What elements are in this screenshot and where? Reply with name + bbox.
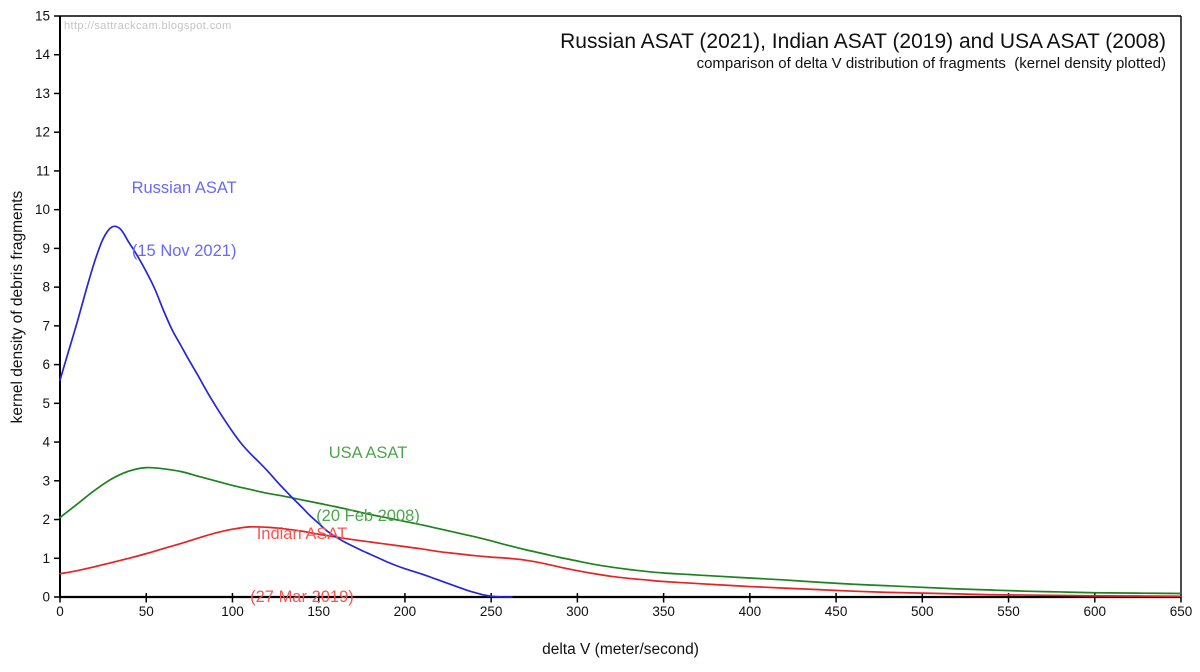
y-tick-label: 2 xyxy=(42,512,50,527)
x-tick-label: 400 xyxy=(739,604,762,619)
y-tick-label: 0 xyxy=(42,590,50,605)
y-tick-label: 14 xyxy=(35,47,51,62)
y-tick-label: 5 xyxy=(42,396,50,411)
series-label-line: (20 Feb 2008) xyxy=(316,507,420,526)
x-tick-label: 300 xyxy=(566,604,589,619)
y-tick-label: 12 xyxy=(35,125,50,140)
series-label-line: (15 Nov 2021) xyxy=(131,242,237,261)
x-tick-label: 100 xyxy=(221,604,244,619)
series-label-russian-asat: Russian ASAT (15 Nov 2021) xyxy=(132,136,237,304)
y-axis-label: kernel density of debris fragments xyxy=(9,190,26,424)
x-tick-label: 50 xyxy=(139,604,154,619)
x-tick-label: 550 xyxy=(997,604,1020,619)
y-tick-label: 13 xyxy=(35,86,50,101)
y-tick-label: 9 xyxy=(42,241,50,256)
x-axis-label: delta V (meter/second) xyxy=(542,641,699,658)
y-tick-label: 4 xyxy=(42,435,50,450)
x-tick-label: 450 xyxy=(825,604,848,619)
chart-subtitle: comparison of delta V distribution of fr… xyxy=(696,55,1166,72)
series-label-usa-asat: USA ASAT (20 Feb 2008) xyxy=(316,401,420,569)
series-label-indian-asat: Indian ASAT (27 Mar 2019) xyxy=(250,482,354,650)
y-tick-label: 1 xyxy=(42,551,50,566)
series-line-russian-asat xyxy=(59,225,513,598)
x-tick-label: 150 xyxy=(307,604,330,619)
y-tick-label: 11 xyxy=(36,163,50,178)
watermark-url: http://sattrackcam.blogspot.com xyxy=(64,20,232,32)
series-line-usa-asat xyxy=(59,466,1182,595)
y-tick-label: 8 xyxy=(42,280,50,295)
y-tick-label: 6 xyxy=(42,357,50,372)
x-tick-label: 200 xyxy=(394,604,417,619)
series-label-line: Indian ASAT xyxy=(256,525,348,543)
x-tick-label: 350 xyxy=(652,604,675,619)
y-tick-label: 7 xyxy=(42,318,50,333)
y-tick-label: 3 xyxy=(42,473,50,488)
x-tick-label: 500 xyxy=(911,604,934,619)
x-tick-label: 0 xyxy=(56,604,64,619)
x-tick-label: 250 xyxy=(480,604,503,619)
title-block: Russian ASAT (2021), Indian ASAT (2019) … xyxy=(560,29,1166,74)
series-label-line: (27 Mar 2019) xyxy=(250,588,354,606)
series-line-indian-asat xyxy=(59,525,1182,598)
x-tick-label: 650 xyxy=(1170,604,1193,619)
series-label-line: Russian ASAT xyxy=(131,179,237,198)
y-tick-label: 15 xyxy=(35,9,50,24)
chart-title: Russian ASAT (2021), Indian ASAT (2019) … xyxy=(560,30,1166,53)
series-label-line: USA ASAT xyxy=(328,444,408,463)
y-tick-label: 10 xyxy=(35,202,50,217)
x-tick-label: 600 xyxy=(1084,604,1107,619)
